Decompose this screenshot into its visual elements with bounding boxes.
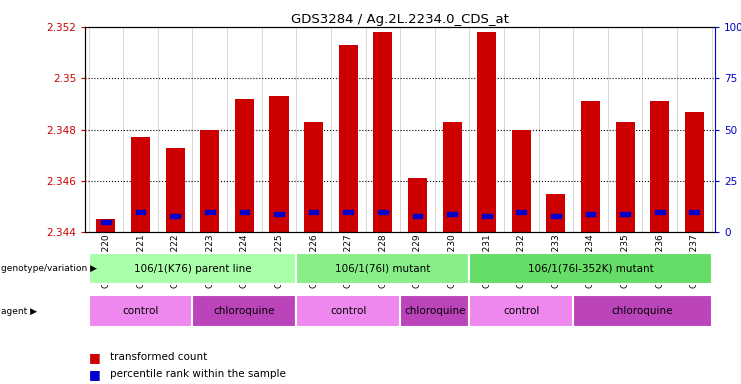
Bar xyxy=(685,112,704,232)
Bar xyxy=(516,210,526,214)
Bar xyxy=(574,296,711,326)
Bar xyxy=(339,45,358,232)
Bar xyxy=(413,214,422,218)
Bar xyxy=(512,129,531,232)
Text: genotype/variation ▶: genotype/variation ▶ xyxy=(1,264,98,273)
Bar xyxy=(655,210,665,214)
Text: ■: ■ xyxy=(89,368,104,381)
Bar xyxy=(585,212,595,216)
Text: 106/1(K76) parent line: 106/1(K76) parent line xyxy=(133,264,251,274)
Bar xyxy=(689,210,700,214)
Bar xyxy=(131,137,150,232)
Bar xyxy=(274,212,284,216)
Text: chloroquine: chloroquine xyxy=(213,306,275,316)
Bar xyxy=(89,253,296,284)
Bar xyxy=(469,253,711,284)
Bar xyxy=(442,122,462,232)
Bar xyxy=(546,194,565,232)
Bar xyxy=(616,122,634,232)
Bar xyxy=(309,210,319,214)
Bar xyxy=(581,101,600,232)
Bar xyxy=(235,99,254,232)
Text: chloroquine: chloroquine xyxy=(611,306,673,316)
Bar xyxy=(270,96,288,232)
Bar xyxy=(200,129,219,232)
Text: ■: ■ xyxy=(89,351,104,364)
Bar xyxy=(170,214,180,218)
Text: transformed count: transformed count xyxy=(110,352,207,362)
Bar xyxy=(551,214,561,218)
Bar xyxy=(89,296,193,326)
Text: control: control xyxy=(122,306,159,316)
Text: percentile rank within the sample: percentile rank within the sample xyxy=(110,369,285,379)
Text: control: control xyxy=(503,306,539,316)
Bar xyxy=(166,147,185,232)
Bar xyxy=(304,122,323,232)
Bar xyxy=(408,179,427,232)
Bar xyxy=(296,296,400,326)
Bar xyxy=(96,220,116,232)
Bar xyxy=(620,212,630,216)
Bar xyxy=(296,253,469,284)
Title: GDS3284 / Ag.2L.2234.0_CDS_at: GDS3284 / Ag.2L.2234.0_CDS_at xyxy=(291,13,509,26)
Text: 106/1(76I-352K) mutant: 106/1(76I-352K) mutant xyxy=(528,264,654,274)
Bar xyxy=(482,214,491,218)
Bar xyxy=(448,212,457,216)
Bar xyxy=(101,220,111,224)
Bar xyxy=(136,210,145,214)
Bar xyxy=(378,210,388,214)
Bar xyxy=(373,32,392,232)
Bar xyxy=(477,32,496,232)
Text: chloroquine: chloroquine xyxy=(404,306,465,316)
Text: 106/1(76I) mutant: 106/1(76I) mutant xyxy=(335,264,431,274)
Bar xyxy=(400,296,469,326)
Bar xyxy=(469,296,574,326)
Text: agent ▶: agent ▶ xyxy=(1,306,38,316)
Bar xyxy=(239,210,249,214)
Bar xyxy=(650,101,669,232)
Bar xyxy=(343,210,353,214)
Bar xyxy=(193,296,296,326)
Bar xyxy=(205,210,215,214)
Text: control: control xyxy=(330,306,366,316)
